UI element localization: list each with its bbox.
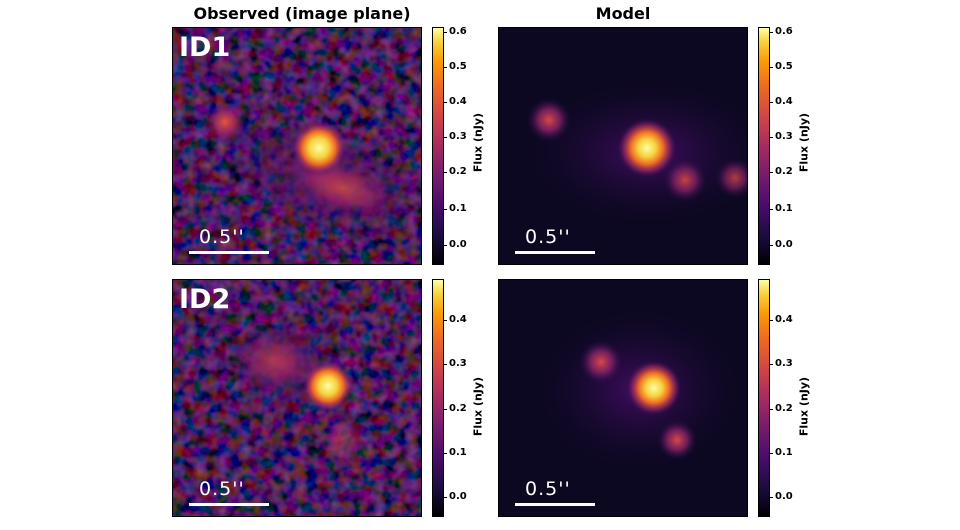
tick-label: 0.3 — [444, 131, 467, 142]
colorbar-label: Flux (nJy) — [797, 112, 811, 173]
model-image-id2 — [499, 280, 747, 516]
tick-label: 0.2 — [770, 403, 793, 414]
tick-label: 0.5 — [444, 61, 467, 72]
tick-label: 0.6 — [444, 26, 467, 37]
scale-bar — [189, 251, 269, 254]
scale-label: 0.5'' — [199, 226, 245, 248]
colorbar-observed-id2 — [432, 279, 444, 517]
scale-label: 0.5'' — [525, 478, 571, 500]
colorbar-label: Flux (nJy) — [797, 376, 811, 437]
scale-bar — [189, 503, 269, 506]
tick-label: 0.1 — [770, 203, 793, 214]
colorbar-model-id2 — [758, 279, 770, 517]
tick-label: 0.0 — [444, 239, 467, 250]
observed-panel-id2: ID2 0.5'' — [172, 279, 422, 517]
tick-label: 0.4 — [444, 96, 467, 107]
colorbar-model-id1 — [758, 27, 770, 265]
tick-label: 0.0 — [770, 491, 793, 502]
scale-bar — [515, 251, 595, 254]
tick-label: 0.1 — [444, 447, 467, 458]
scale-label: 0.5'' — [199, 478, 245, 500]
model-title: Model — [595, 4, 651, 23]
tick-label: 0.4 — [770, 314, 793, 325]
tick-label: 0.3 — [770, 131, 793, 142]
tick-label: 0.3 — [770, 358, 793, 369]
tick-label: 0.2 — [770, 166, 793, 177]
observed-title: Observed (image plane) — [193, 4, 411, 23]
object-id-label: ID1 — [179, 32, 231, 63]
model-image-id1 — [499, 28, 747, 264]
colorbar-label: Flux (nJy) — [471, 376, 485, 437]
tick-label: 0.5 — [770, 61, 793, 72]
tick-label: 0.1 — [770, 447, 793, 458]
scale-bar — [515, 503, 595, 506]
observed-image-id1 — [173, 28, 421, 264]
observed-image-id2 — [173, 280, 421, 516]
observed-panel-id1: ID1 0.5'' — [172, 27, 422, 265]
colorbar-observed-id1 — [432, 27, 444, 265]
tick-label: 0.0 — [770, 239, 793, 250]
tick-label: 0.3 — [444, 358, 467, 369]
object-id-label: ID2 — [179, 284, 231, 315]
tick-label: 0.1 — [444, 203, 467, 214]
model-panel-id1: 0.5'' — [498, 27, 748, 265]
model-panel-id2: 0.5'' — [498, 279, 748, 517]
tick-label: 0.4 — [770, 96, 793, 107]
tick-label: 0.6 — [770, 26, 793, 37]
tick-label: 0.2 — [444, 403, 467, 414]
tick-label: 0.0 — [444, 491, 467, 502]
tick-label: 0.2 — [444, 166, 467, 177]
scale-label: 0.5'' — [525, 226, 571, 248]
colorbar-label: Flux (nJy) — [471, 112, 485, 173]
tick-label: 0.4 — [444, 314, 467, 325]
